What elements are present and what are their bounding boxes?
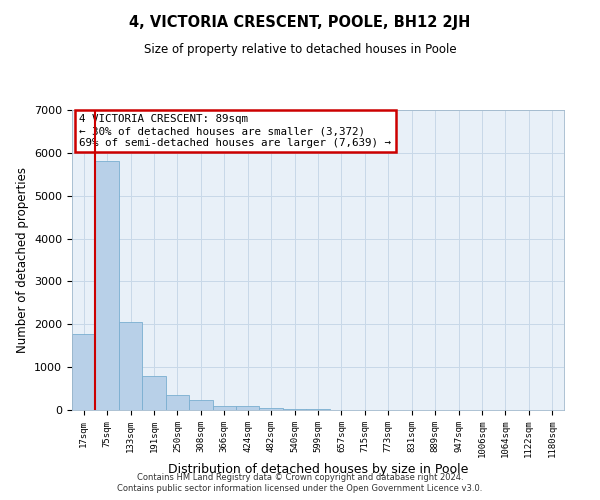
Bar	[142, 376, 166, 410]
Text: Contains public sector information licensed under the Open Government Licence v3: Contains public sector information licen…	[118, 484, 482, 493]
Bar	[119, 322, 142, 410]
Text: Size of property relative to detached houses in Poole: Size of property relative to detached ho…	[143, 42, 457, 56]
Bar	[189, 400, 212, 410]
Bar	[212, 406, 236, 410]
Bar	[283, 408, 306, 410]
Bar	[166, 394, 189, 410]
Bar	[72, 334, 95, 410]
Text: Contains HM Land Registry data © Crown copyright and database right 2024.: Contains HM Land Registry data © Crown c…	[137, 472, 463, 482]
Text: 4, VICTORIA CRESCENT, POOLE, BH12 2JH: 4, VICTORIA CRESCENT, POOLE, BH12 2JH	[130, 15, 470, 30]
Bar	[236, 406, 259, 410]
Bar	[95, 162, 119, 410]
Y-axis label: Number of detached properties: Number of detached properties	[16, 167, 29, 353]
X-axis label: Distribution of detached houses by size in Poole: Distribution of detached houses by size …	[168, 463, 468, 476]
Bar	[259, 408, 283, 410]
Text: 4 VICTORIA CRESCENT: 89sqm
← 30% of detached houses are smaller (3,372)
69% of s: 4 VICTORIA CRESCENT: 89sqm ← 30% of deta…	[79, 114, 391, 148]
Bar	[306, 409, 330, 410]
